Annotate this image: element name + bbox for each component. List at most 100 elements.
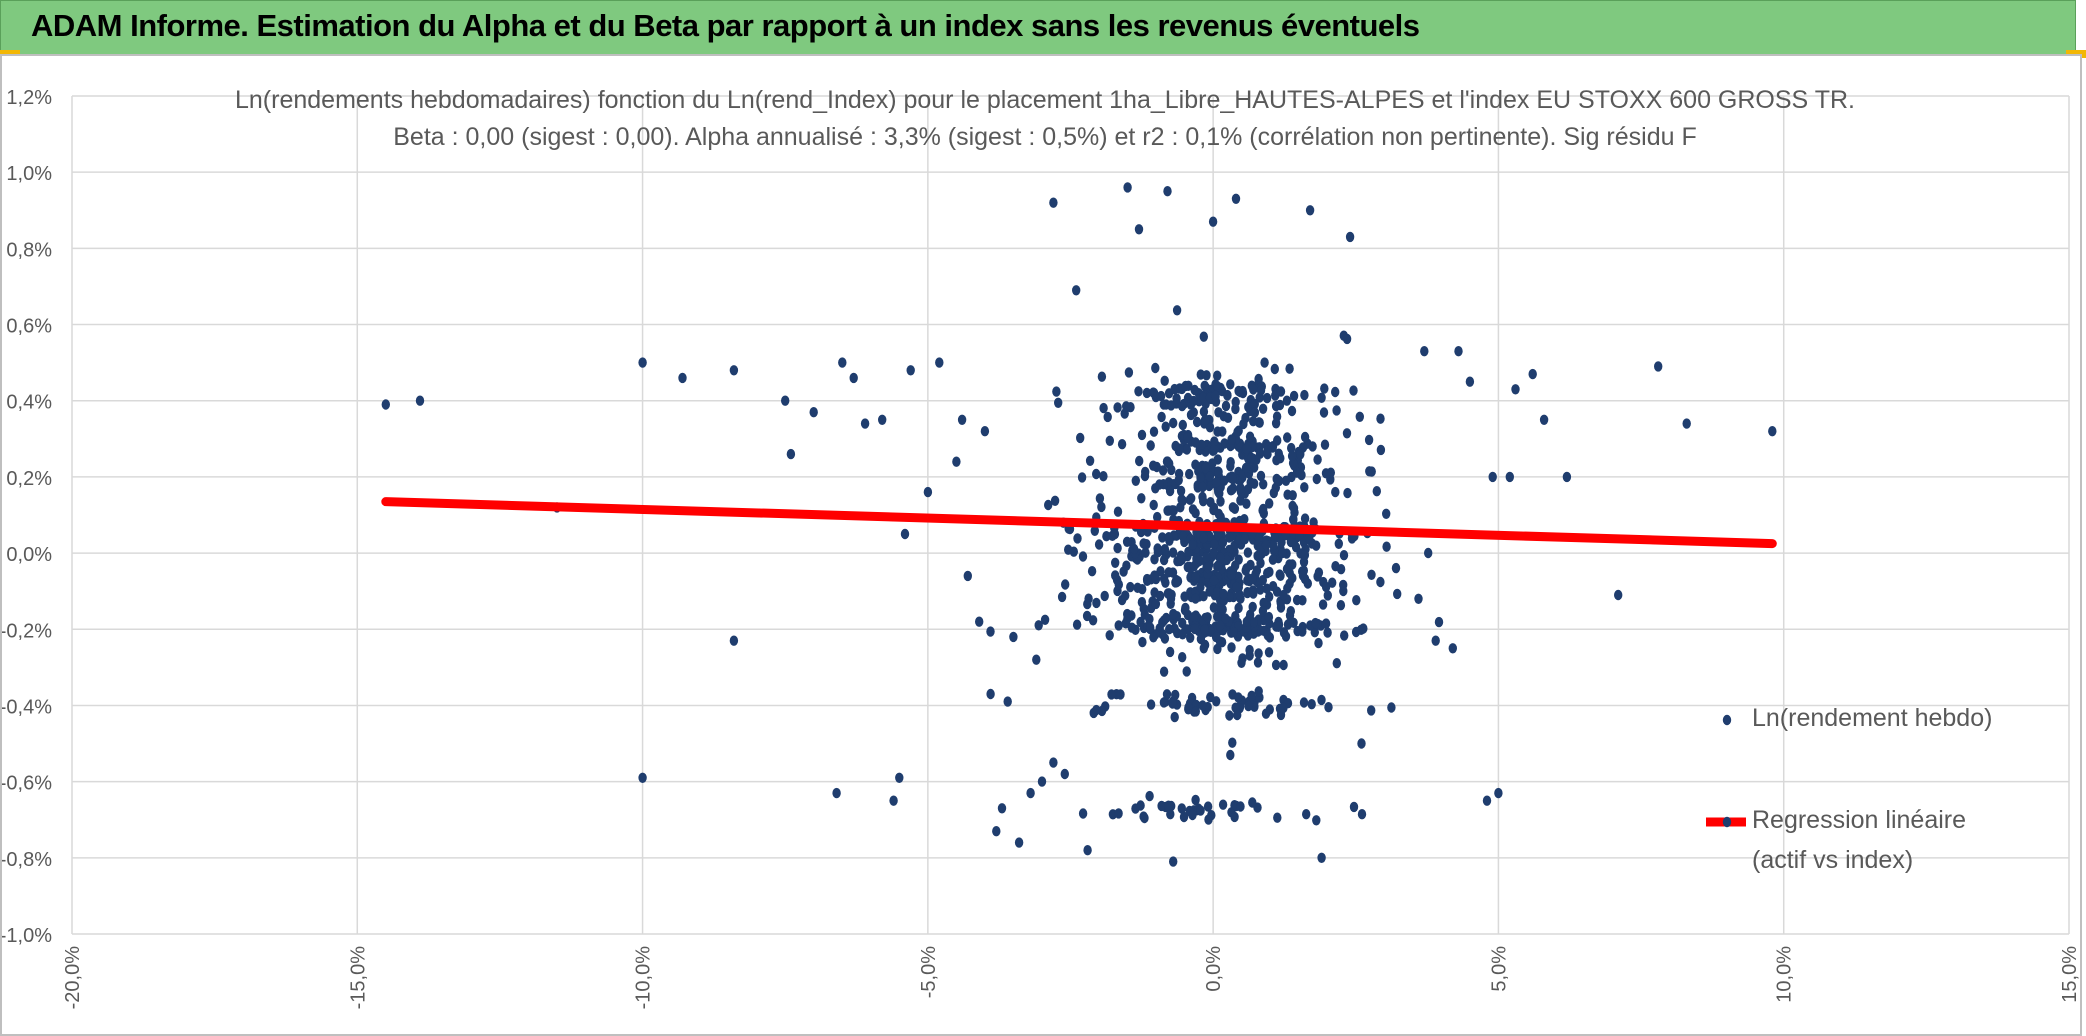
- scatter-point: [1203, 801, 1213, 812]
- scatter-point: [1364, 434, 1374, 446]
- scatter-point: [1352, 595, 1361, 606]
- scatter-point: [1320, 383, 1329, 394]
- y-tick-label: -1,0%: [2, 925, 52, 947]
- scatter-point: [1275, 569, 1284, 580]
- scatter-point: [1139, 811, 1148, 822]
- scatter-point: [1254, 686, 1263, 697]
- scatter-point: [1317, 694, 1326, 706]
- scatter-point: [1252, 565, 1262, 576]
- scatter-point: [1117, 439, 1127, 450]
- scatter-point: [1061, 579, 1070, 590]
- scatter-point: [1312, 473, 1322, 485]
- scatter-point: [1072, 285, 1081, 296]
- scatter-point: [1227, 569, 1237, 580]
- scatter-point: [1077, 472, 1087, 483]
- scatter-point: [1200, 624, 1209, 635]
- scatter-point: [1208, 216, 1218, 227]
- scatter-point: [1258, 505, 1267, 516]
- scatter-point: [1099, 471, 1108, 482]
- scatter-point: [1040, 614, 1050, 625]
- scatter-point: [1223, 412, 1233, 423]
- scatter-point: [1300, 389, 1309, 401]
- scatter-point: [1343, 487, 1352, 499]
- scatter-point: [923, 486, 933, 498]
- scatter-point: [1244, 700, 1253, 712]
- scatter-point: [1488, 471, 1497, 483]
- x-tick-label: 10,0%: [1774, 946, 1796, 1003]
- scatter-point: [1240, 514, 1249, 525]
- scatter-point: [1164, 532, 1174, 543]
- scatter-point: [1246, 477, 1255, 488]
- scatter-point: [1528, 368, 1537, 380]
- scatter-point: [935, 357, 944, 368]
- scatter-point: [1097, 501, 1106, 513]
- scatter-point: [1160, 544, 1170, 555]
- scatter-point: [638, 357, 647, 368]
- scatter-point: [1357, 738, 1366, 749]
- scatter-point: [1240, 534, 1250, 545]
- scatter-point: [1227, 434, 1236, 445]
- scatter-point: [1178, 531, 1188, 542]
- scatter-point: [1052, 386, 1061, 397]
- x-tick-label: 0,0%: [1203, 946, 1225, 992]
- scatter-point: [1273, 812, 1282, 823]
- scatter-point: [1083, 598, 1092, 610]
- scatter-point: [1256, 385, 1266, 396]
- scatter-point: [1165, 646, 1175, 658]
- scatter-point: [992, 826, 1001, 837]
- scatter-point: [1105, 630, 1114, 641]
- scatter-point: [1285, 363, 1294, 374]
- scatter-point: [1162, 612, 1171, 624]
- scatter-point: [1191, 794, 1200, 806]
- scatter-point: [1213, 611, 1222, 622]
- scatter-point: [1212, 587, 1222, 598]
- scatter-point: [1149, 426, 1159, 437]
- scatter-point: [1163, 588, 1173, 599]
- scatter-point: [1249, 384, 1258, 395]
- scatter-point: [900, 528, 910, 540]
- scatter-point: [1199, 331, 1209, 342]
- scatter-point: [1190, 623, 1200, 635]
- scatter-point: [1214, 466, 1223, 478]
- scatter-point: [1434, 616, 1444, 628]
- scatter-point: [1182, 444, 1192, 455]
- page-title: ADAM Informe. Estimation du Alpha et du …: [31, 8, 1420, 43]
- scatter-point: [1169, 417, 1178, 429]
- scatter-point: [1167, 464, 1176, 476]
- y-tick-label: 0,8%: [6, 239, 52, 261]
- scatter-point: [1231, 403, 1240, 415]
- scatter-point: [1078, 808, 1088, 819]
- scatter-point: [1138, 636, 1147, 648]
- scatter-point: [1177, 803, 1187, 814]
- scatter-point: [1169, 856, 1178, 867]
- scatter-point: [1136, 526, 1146, 538]
- scatter-point: [1300, 431, 1310, 443]
- scatter-point: [1113, 542, 1122, 554]
- scatter-point: [1448, 643, 1458, 654]
- scatter-point: [1149, 387, 1159, 399]
- scatter-point: [1424, 547, 1433, 559]
- scatter-point: [781, 395, 790, 406]
- scatter-point: [1359, 623, 1368, 634]
- scatter-point: [1178, 419, 1188, 431]
- scatter-point: [1349, 801, 1359, 813]
- scatter-point: [1331, 486, 1340, 498]
- scatter-point: [1259, 479, 1268, 490]
- scatter-point: [1312, 815, 1321, 826]
- scatter-point: [1155, 590, 1165, 602]
- scatter-point: [1339, 579, 1348, 591]
- scatter-point: [1229, 627, 1238, 638]
- header-banner: ADAM Informe. Estimation du Alpha et du …: [0, 0, 2076, 56]
- scatter-point: [1289, 390, 1299, 402]
- scatter-point: [1085, 455, 1095, 466]
- scatter-point: [1414, 593, 1423, 604]
- scatter-point: [1168, 505, 1177, 516]
- legend-label-regression-sub: (actif vs index): [1752, 846, 1914, 874]
- scatter-point: [1054, 397, 1063, 408]
- x-tick-label: -10,0%: [633, 946, 655, 1010]
- scatter-point: [1287, 405, 1297, 417]
- scatter-point: [1159, 697, 1169, 708]
- scatter-point: [1268, 554, 1278, 565]
- scatter-point: [1213, 560, 1223, 571]
- scatter-point: [1654, 361, 1663, 372]
